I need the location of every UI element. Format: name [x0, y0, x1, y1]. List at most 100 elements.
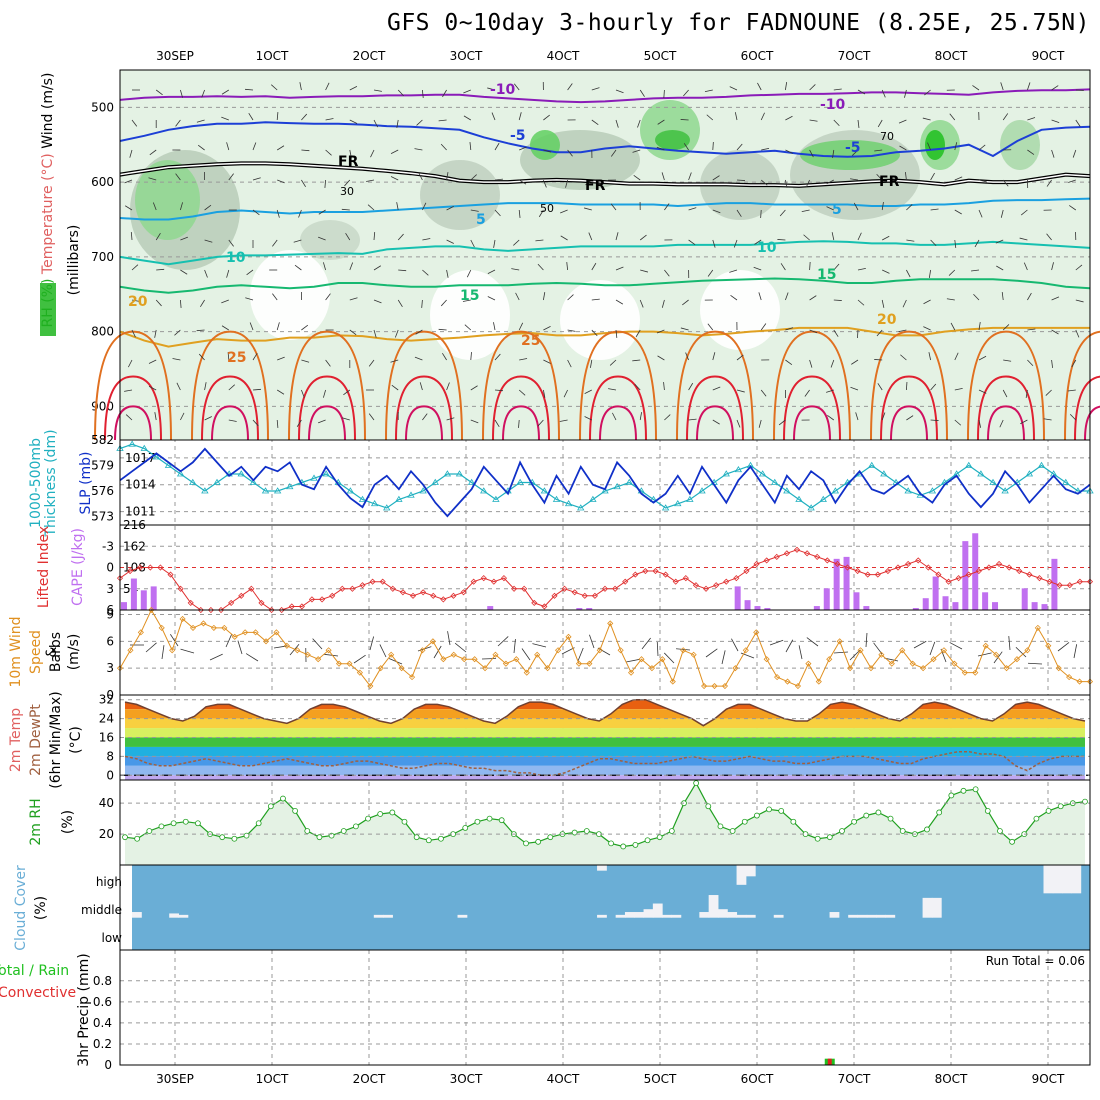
- wind-barb-10m: [209, 653, 223, 661]
- thickness-marker: [771, 478, 779, 485]
- pressure-tick-label: 800: [91, 325, 114, 339]
- wind-speed-marker: [690, 651, 697, 658]
- lifted-index-marker: [753, 560, 760, 568]
- wind-barb: [1068, 179, 1076, 183]
- cape-tick-label: 162: [123, 539, 146, 553]
- wind-barb: [877, 383, 883, 391]
- wind-barb: [277, 356, 285, 361]
- wind-barb: [397, 233, 404, 241]
- wind-barb: [610, 149, 617, 157]
- axis-label-part: Barbs: [48, 632, 64, 672]
- isotherm-label: -5: [510, 128, 526, 144]
- wind-barb: [442, 89, 447, 98]
- wind-speed-marker: [179, 615, 186, 623]
- lifted-index-marker: [844, 564, 851, 571]
- lifted-index-marker: [1066, 582, 1073, 589]
- wind-barb: [349, 262, 354, 271]
- wind-barb: [228, 384, 236, 391]
- wind-speed-line: [119, 608, 1090, 687]
- wind-barb: [155, 233, 161, 241]
- wind-barb: [876, 173, 883, 181]
- thickness-marker: [589, 495, 597, 502]
- wind-barb: [462, 299, 471, 302]
- wind-speed-marker: [628, 669, 635, 676]
- lifted-index-marker: [834, 560, 841, 568]
- wind-speed-marker: [408, 674, 416, 681]
- x-tick-label-top: 9OCT: [1032, 49, 1065, 63]
- wind-barb-10m: [447, 631, 451, 646]
- cape-bar: [833, 558, 840, 610]
- cape-bar: [576, 608, 583, 610]
- isotherm-loop: [385, 330, 463, 441]
- wind-barb: [1002, 389, 1008, 398]
- thickness-marker: [443, 470, 452, 477]
- wind-barb: [228, 239, 234, 247]
- wind-speed-marker: [294, 647, 301, 654]
- rh-marker: [741, 818, 748, 825]
- wind-barb: [154, 412, 157, 421]
- wind-barb-10m: [454, 642, 467, 653]
- isotherm-loop: [987, 405, 1025, 441]
- rh-marker: [292, 808, 299, 814]
- isotherm-line: [119, 277, 1091, 294]
- wind-speed-marker: [523, 669, 530, 676]
- wind-barb: [1043, 418, 1052, 421]
- wind-barb: [349, 149, 352, 158]
- wind-barb: [515, 292, 520, 301]
- wind-barb: [904, 89, 907, 98]
- wind-barb: [733, 239, 738, 248]
- wind-speed-marker: [617, 647, 624, 654]
- cloud-middle-gap: [773, 914, 784, 918]
- wind-barb: [422, 413, 428, 421]
- wind-barb: [809, 329, 818, 334]
- wind-barb: [899, 145, 907, 151]
- thickness-marker: [1001, 487, 1009, 494]
- rh-marker: [535, 838, 542, 845]
- wind-barb: [855, 412, 859, 421]
- wind-barb: [1051, 296, 1060, 301]
- wind-barb: [688, 172, 692, 181]
- precip-tick-label: 0.8: [93, 974, 112, 988]
- lifted-index-marker: [955, 575, 962, 582]
- isotherm-loop: [211, 405, 249, 441]
- lifted-index-marker: [662, 571, 669, 578]
- lifted-index-marker: [409, 592, 417, 599]
- thickness-marker: [516, 478, 524, 485]
- axis-label-part: 3hr Precip (mm): [76, 953, 92, 1066]
- wind-barb-10m: [180, 648, 195, 654]
- wind-barb: [778, 419, 786, 426]
- wind-barb: [640, 269, 649, 273]
- axis-label-part: SLP (mb): [78, 451, 94, 514]
- wind-barb: [323, 389, 326, 398]
- cape-bar: [922, 598, 929, 610]
- wind-barb: [180, 236, 189, 241]
- isotherm-label: FR: [585, 178, 606, 194]
- wind-speed-marker: [805, 660, 812, 667]
- cape-bar: [487, 606, 494, 610]
- wind-speed-marker: [753, 629, 760, 636]
- precip-tick-label: 0.6: [93, 995, 112, 1009]
- lifted-index-marker: [763, 557, 770, 564]
- cape-bar: [150, 586, 157, 610]
- thickness-marker: [819, 495, 827, 502]
- wind-speed-marker: [836, 638, 843, 645]
- wind-barb: [1051, 119, 1060, 123]
- wind-barb: [198, 353, 205, 361]
- wind-speed-marker: [419, 647, 426, 654]
- wind-speed-marker: [930, 656, 937, 663]
- wind-barb: [245, 297, 254, 301]
- wind-barb: [1027, 328, 1036, 331]
- wind-barb: [248, 113, 254, 121]
- wind-ylabel-4: (m/s): [66, 634, 82, 671]
- wind-barb: [470, 209, 479, 212]
- wind-barb-10m: [740, 652, 755, 659]
- rh-marker: [717, 823, 724, 830]
- lifted-index-marker: [1046, 578, 1053, 585]
- wind-barb: [226, 269, 230, 278]
- slp-line: [119, 447, 1091, 518]
- wind-barb: [954, 419, 962, 426]
- wind-barb: [204, 204, 212, 211]
- wind-barb: [317, 419, 326, 424]
- axis-label-part: (m/s): [66, 634, 82, 671]
- wind-barb: [252, 177, 261, 181]
